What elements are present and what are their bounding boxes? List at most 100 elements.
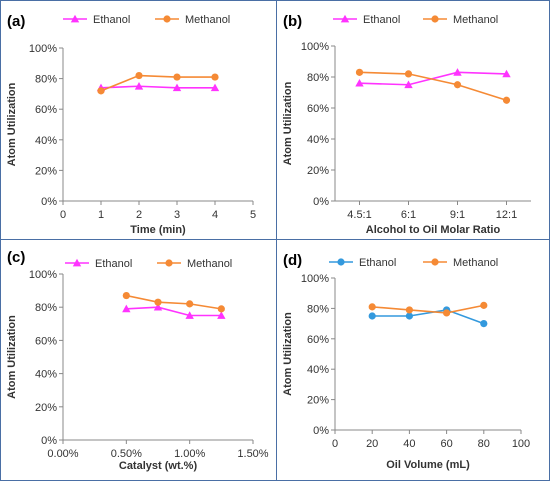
data-point-methanol	[480, 301, 488, 309]
data-point-methanol	[405, 306, 413, 314]
x-tick-label: 0.50%	[111, 448, 142, 460]
chart-b-svg: (b) 0% 20% 40% 60% 80% 100% 4.5:1 6:1 9:1 12:1 Alco…	[282, 13, 531, 236]
data-point-methanol	[186, 300, 194, 308]
y-tick-label: 20%	[307, 395, 329, 407]
data-point-ethanol	[404, 80, 413, 89]
y-tick-label: 0%	[41, 196, 57, 208]
y-tick-label: 0%	[41, 435, 57, 447]
x-tick-label: 1	[98, 209, 104, 221]
series-line-ethanol	[372, 309, 485, 325]
series-line-methanol	[372, 304, 484, 314]
chart-d-svg: (d) 0% 20% 40% 60% 80% 100% 0 20 40 60 80 100 Oil Vol…	[282, 252, 530, 471]
data-point-ethanol	[134, 82, 144, 90]
y-tick-label: 100%	[29, 269, 57, 281]
legend-marker-ethanol	[340, 14, 350, 23]
legend-label-methanol: Methanol	[185, 14, 230, 26]
y-axis-title: Atom Utilization	[6, 315, 18, 399]
chart-panel-d: (d) 0% 20% 40% 60% 80% 100% 0 20 40 60 80 100 Oil Vol…	[276, 239, 550, 481]
legend-marker-ethanol	[70, 14, 80, 23]
legend-marker-methanol	[165, 259, 173, 267]
y-tick-label: 0%	[313, 196, 329, 208]
data-point-methanol	[368, 303, 376, 311]
series-line-methanol	[126, 294, 222, 310]
data-point-methanol	[453, 81, 462, 89]
data-point-ethanol	[122, 304, 131, 313]
chart-panel-c: (c) 0% 20% 40% 60% 80% 100% 0.00% 0.50% 1.00% 1.50…	[0, 239, 278, 481]
x-tick-label: 9:1	[450, 209, 465, 221]
y-tick-label: 80%	[35, 74, 57, 86]
data-point-ethanol	[217, 311, 226, 319]
y-tick-label: 80%	[307, 303, 329, 315]
legend-marker-methanol	[431, 15, 439, 23]
y-tick-label: 80%	[35, 302, 57, 314]
series-line-ethanol	[126, 306, 222, 317]
data-point-methanol	[443, 309, 451, 317]
x-tick-label: 0.00%	[47, 448, 78, 460]
y-tick-label: 20%	[35, 165, 57, 177]
x-tick-label: 20	[366, 438, 378, 450]
legend-marker-ethanol	[72, 258, 82, 267]
x-axis-title: Oil Volume (mL)	[386, 459, 470, 471]
x-tick-label: 1.00%	[174, 448, 205, 460]
data-point-methanol	[122, 291, 130, 300]
x-tick-label: 0	[332, 438, 338, 450]
chart-a-svg: (a) 0% 20% 40% 60% 80% 100% 0 1 2 3 4 5 Time (min) Ato…	[6, 13, 256, 236]
x-tick-label: 6:1	[401, 209, 416, 221]
y-tick-label: 40%	[35, 369, 57, 381]
data-point-methanol	[135, 71, 143, 80]
y-tick-label: 100%	[29, 43, 57, 55]
data-point-methanol	[217, 305, 225, 313]
panel-label-c: (c)	[7, 249, 25, 266]
legend-marker-methanol	[163, 15, 171, 23]
series-line-methanol	[100, 74, 215, 92]
x-tick-label: 4.5:1	[347, 209, 371, 221]
y-axis-title: Atom Utilization	[282, 81, 294, 165]
x-tick-label: 1.50%	[237, 448, 268, 460]
data-point-ethanol	[172, 83, 182, 92]
data-point-ethanol	[153, 303, 163, 311]
x-tick-label: 12:1	[496, 209, 517, 221]
data-point-ethanol	[480, 320, 488, 328]
legend-label-ethanol: Ethanol	[95, 258, 132, 270]
x-tick-label: 2	[136, 209, 142, 221]
y-tick-label: 60%	[307, 103, 329, 115]
x-tick-label: 0	[60, 209, 66, 221]
y-tick-label: 100%	[301, 41, 329, 53]
legend-label-ethanol: Ethanol	[93, 14, 130, 26]
legend-label-ethanol: Ethanol	[363, 14, 400, 26]
x-axis-title: Catalyst (wt.%)	[119, 460, 198, 472]
x-tick-label: 5	[250, 209, 256, 221]
y-axis-title: Atom Utilization	[282, 312, 294, 396]
y-tick-label: 40%	[307, 364, 329, 376]
chart-c-svg: (c) 0% 20% 40% 60% 80% 100% 0.00% 0.50% 1.00% 1.50…	[6, 249, 269, 472]
y-tick-label: 40%	[307, 134, 329, 146]
y-axis-title: Atom Utilization	[6, 82, 18, 166]
data-point-ethanol	[502, 69, 511, 78]
y-tick-label: 80%	[307, 72, 329, 84]
legend-label-methanol: Methanol	[453, 14, 498, 26]
panel-label-b: (b)	[283, 13, 302, 30]
legend-label-methanol: Methanol	[453, 257, 498, 269]
y-tick-label: 60%	[307, 334, 329, 346]
y-tick-label: 60%	[35, 104, 57, 116]
data-point-ethanol	[368, 312, 376, 320]
x-tick-label: 100	[512, 438, 530, 450]
data-point-ethanol	[185, 311, 194, 319]
data-point-methanol	[173, 73, 181, 81]
data-point-methanol	[502, 96, 511, 104]
x-tick-label: 40	[403, 438, 415, 450]
legend-label-methanol: Methanol	[187, 258, 232, 270]
y-tick-label: 60%	[35, 335, 57, 347]
panel-label-d: (d)	[283, 252, 302, 269]
data-point-methanol	[154, 298, 162, 306]
data-point-methanol	[97, 87, 105, 95]
x-tick-label: 60	[440, 438, 452, 450]
x-tick-label: 4	[212, 209, 218, 221]
panel-label-a: (a)	[7, 13, 25, 30]
y-tick-label: 0%	[313, 425, 329, 437]
legend-marker-ethanol	[337, 258, 345, 266]
y-tick-label: 20%	[35, 402, 57, 414]
data-point-methanol	[404, 70, 413, 78]
y-tick-label: 20%	[307, 165, 329, 177]
